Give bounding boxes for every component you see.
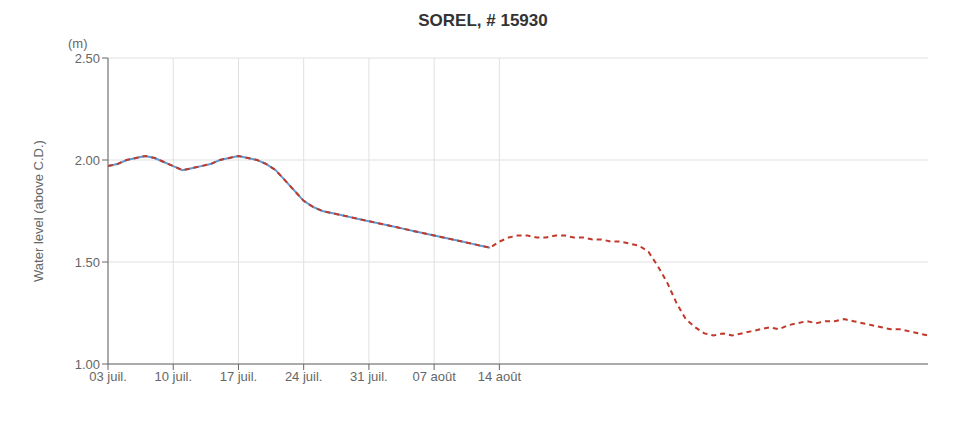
svg-text:2.00: 2.00 (75, 153, 100, 168)
svg-text:07 août: 07 août (412, 369, 456, 384)
svg-text:24 juil.: 24 juil. (285, 369, 323, 384)
svg-text:10 juil.: 10 juil. (154, 369, 192, 384)
svg-text:Water level (above C.D.): Water level (above C.D.) (31, 140, 46, 282)
svg-text:31 juil.: 31 juil. (350, 369, 388, 384)
svg-text:1.50: 1.50 (75, 255, 100, 270)
svg-text:1.00: 1.00 (75, 357, 100, 372)
html-text:SOREL, # 15930: SOREL, # 15930 (418, 11, 548, 30)
svg-text:14 août: 14 août (478, 369, 522, 384)
svg-text:17 juil.: 17 juil. (220, 369, 258, 384)
svg-text:03 juil.: 03 juil. (89, 369, 127, 385)
html-text:(m): (m) (68, 36, 88, 51)
svg-text:2.50: 2.50 (75, 51, 100, 66)
